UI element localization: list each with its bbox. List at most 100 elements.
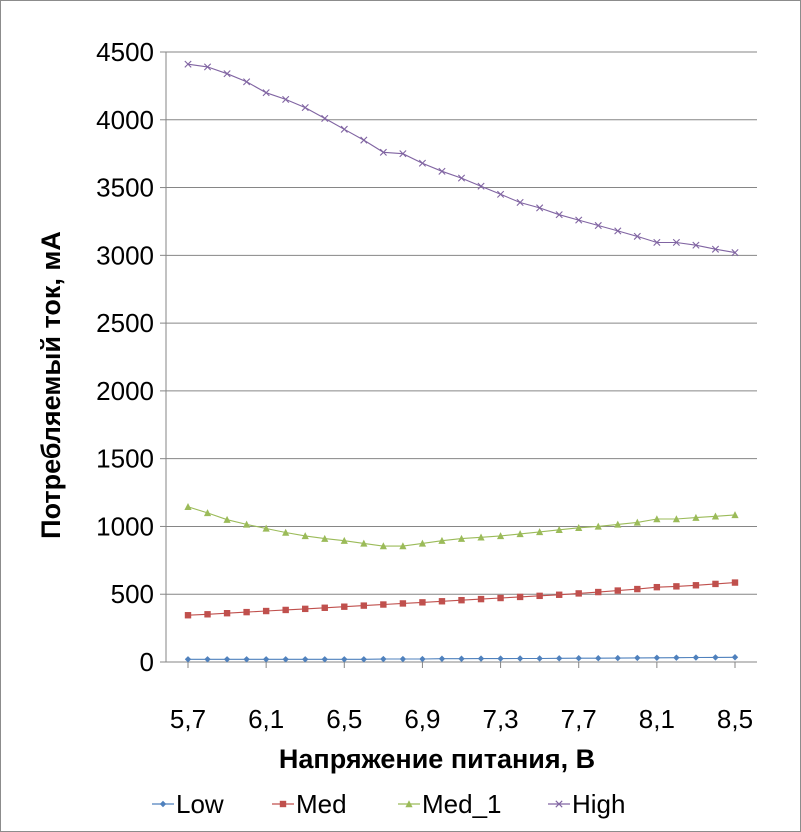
data-point bbox=[536, 592, 543, 600]
data-point bbox=[438, 536, 446, 544]
legend-marker bbox=[159, 800, 167, 808]
x-axis-label: Напряжение питания, В bbox=[279, 744, 595, 774]
data-point bbox=[341, 656, 348, 663]
data-point bbox=[380, 601, 387, 608]
legend-label: Med bbox=[296, 789, 347, 819]
data-point bbox=[360, 602, 368, 609]
data-point bbox=[301, 103, 309, 112]
series-line bbox=[187, 63, 736, 254]
series-med_1 bbox=[184, 502, 739, 550]
legend-item-high: High bbox=[548, 789, 625, 819]
y-tick-labels: 0 500 1000 1500 2000 2500 3000 3500 4000 4500 bbox=[96, 37, 154, 677]
data-point bbox=[223, 70, 231, 78]
data-point bbox=[536, 655, 543, 662]
data-point bbox=[594, 522, 602, 530]
data-point bbox=[458, 655, 465, 662]
data-point bbox=[302, 656, 309, 663]
data-point bbox=[243, 608, 250, 616]
data-point bbox=[477, 182, 485, 190]
y-tick-label: 0 bbox=[140, 647, 154, 677]
data-point bbox=[399, 600, 407, 607]
data-point bbox=[399, 655, 407, 663]
data-point bbox=[594, 221, 602, 230]
data-point bbox=[477, 595, 485, 603]
data-point bbox=[575, 216, 583, 224]
legend-marker bbox=[405, 800, 413, 808]
data-point bbox=[438, 655, 446, 662]
data-point bbox=[516, 593, 524, 601]
y-tick-label: 2000 bbox=[96, 376, 154, 406]
legend-item-med: Med bbox=[272, 789, 347, 819]
data-point bbox=[692, 513, 700, 521]
data-point bbox=[184, 656, 192, 663]
x-tick-label: 7,3 bbox=[482, 704, 518, 734]
data-point bbox=[223, 656, 231, 663]
data-point bbox=[419, 655, 426, 663]
axes bbox=[160, 51, 757, 668]
data-point bbox=[282, 528, 290, 536]
y-tick-label: 1500 bbox=[96, 444, 154, 474]
data-point bbox=[262, 89, 270, 97]
data-point bbox=[321, 656, 328, 663]
data-point bbox=[379, 148, 387, 156]
legend-label: Low bbox=[176, 789, 224, 819]
data-point bbox=[634, 585, 641, 593]
data-point bbox=[614, 587, 621, 594]
data-point bbox=[457, 174, 466, 182]
data-point bbox=[653, 515, 661, 523]
data-point bbox=[614, 227, 622, 235]
data-point bbox=[360, 539, 368, 547]
data-point bbox=[731, 511, 739, 519]
legend-item-low: Low bbox=[152, 789, 224, 819]
data-point bbox=[673, 583, 680, 590]
data-point bbox=[458, 596, 465, 604]
data-point bbox=[379, 542, 387, 550]
legend-label: Med_1 bbox=[422, 789, 502, 819]
y-tick-label: 500 bbox=[111, 579, 154, 609]
data-point bbox=[184, 502, 192, 510]
y-tick-label: 3000 bbox=[96, 240, 154, 270]
data-point bbox=[692, 654, 700, 661]
y-axis-label: Потребляемый ток, мА bbox=[36, 231, 66, 539]
data-point bbox=[516, 530, 524, 538]
data-point bbox=[555, 526, 563, 534]
data-point bbox=[262, 656, 270, 663]
data-point bbox=[496, 532, 505, 540]
legend-marker bbox=[555, 800, 563, 808]
data-point bbox=[575, 655, 582, 662]
data-point bbox=[555, 591, 563, 598]
data-point bbox=[712, 654, 719, 661]
series-med bbox=[184, 579, 739, 619]
data-point bbox=[262, 607, 270, 615]
data-point bbox=[497, 655, 504, 662]
y-tick-label: 1000 bbox=[96, 511, 154, 541]
data-point bbox=[282, 656, 289, 663]
data-point bbox=[595, 655, 602, 662]
data-point bbox=[340, 536, 348, 544]
data-point bbox=[711, 512, 720, 520]
data-point bbox=[634, 654, 641, 662]
data-point bbox=[653, 238, 661, 247]
series-low bbox=[184, 654, 739, 663]
data-point bbox=[731, 579, 739, 586]
series-group bbox=[184, 60, 739, 663]
data-point bbox=[457, 534, 466, 542]
data-point bbox=[536, 528, 544, 536]
data-point bbox=[360, 136, 368, 144]
data-point bbox=[380, 655, 387, 663]
x-tick-label: 6,5 bbox=[326, 704, 362, 734]
data-point bbox=[340, 125, 348, 133]
data-point bbox=[204, 611, 211, 618]
data-point bbox=[614, 654, 621, 662]
data-point bbox=[321, 534, 329, 542]
data-point bbox=[184, 612, 192, 619]
x-tick-label: 8,5 bbox=[717, 704, 753, 734]
data-point bbox=[341, 603, 348, 610]
data-point bbox=[399, 542, 407, 550]
data-point bbox=[673, 654, 680, 661]
data-point bbox=[243, 656, 250, 663]
legend: Low Med Med_1 High bbox=[152, 789, 625, 819]
data-point bbox=[203, 509, 212, 517]
data-point bbox=[496, 190, 505, 198]
